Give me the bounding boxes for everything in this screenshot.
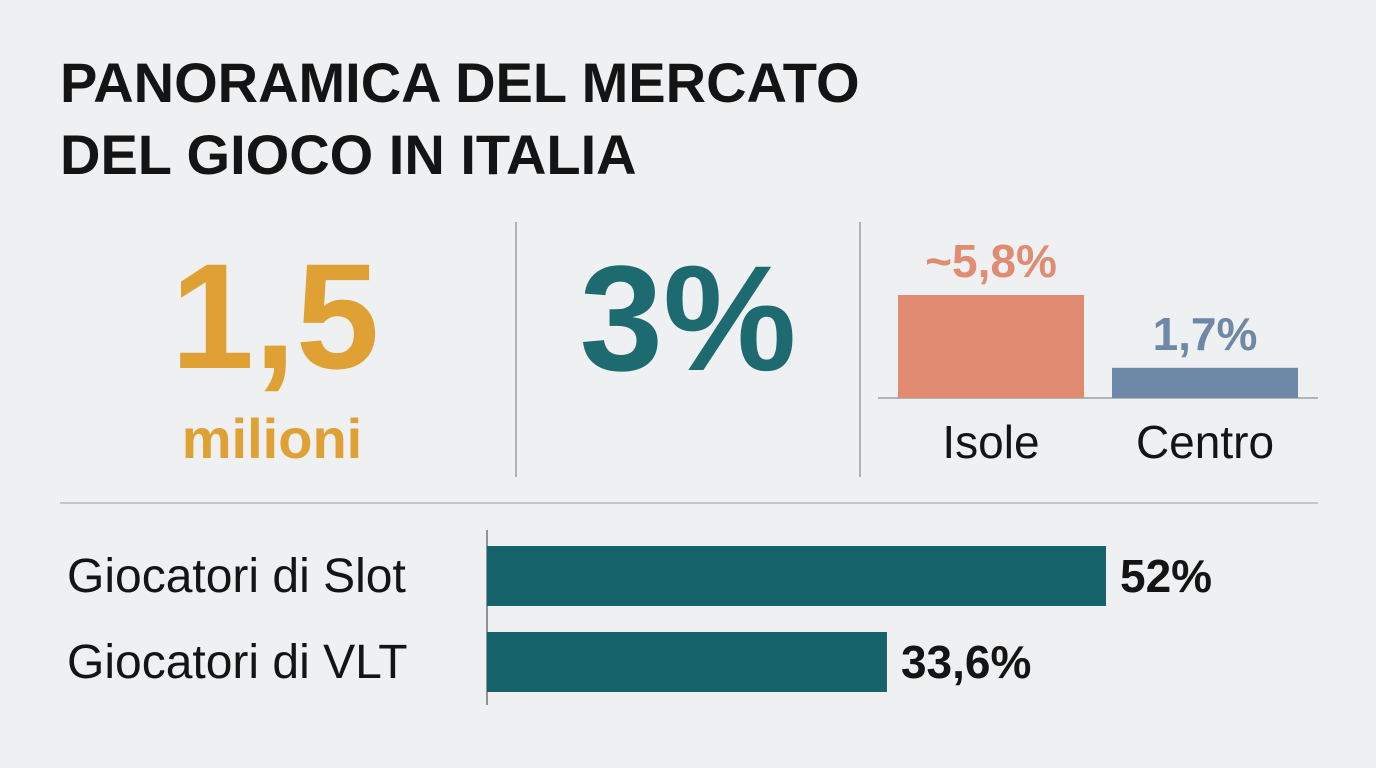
title-line: PANORAMICA DEL MERCATO: [60, 51, 860, 114]
value-label: 52%: [1120, 550, 1212, 602]
stat-value: 3%: [580, 234, 797, 402]
bar: [1112, 367, 1298, 398]
category-label: Centro: [1136, 416, 1274, 468]
category-label: Isole: [942, 416, 1039, 468]
bar: [487, 632, 887, 692]
value-label: ~5,8%: [925, 235, 1057, 287]
category-label: Giocatori di Slot: [67, 550, 406, 603]
value-label: 1,7%: [1153, 308, 1258, 360]
value-label: 33,6%: [901, 636, 1031, 688]
bar: [487, 546, 1106, 606]
title-line: DEL GIOCO IN ITALIA: [60, 123, 637, 186]
category-label: Giocatori di VLT: [67, 636, 408, 689]
stat-unit: milioni: [182, 407, 362, 470]
bar: [898, 295, 1084, 398]
stat-value: 1,5: [171, 232, 380, 400]
